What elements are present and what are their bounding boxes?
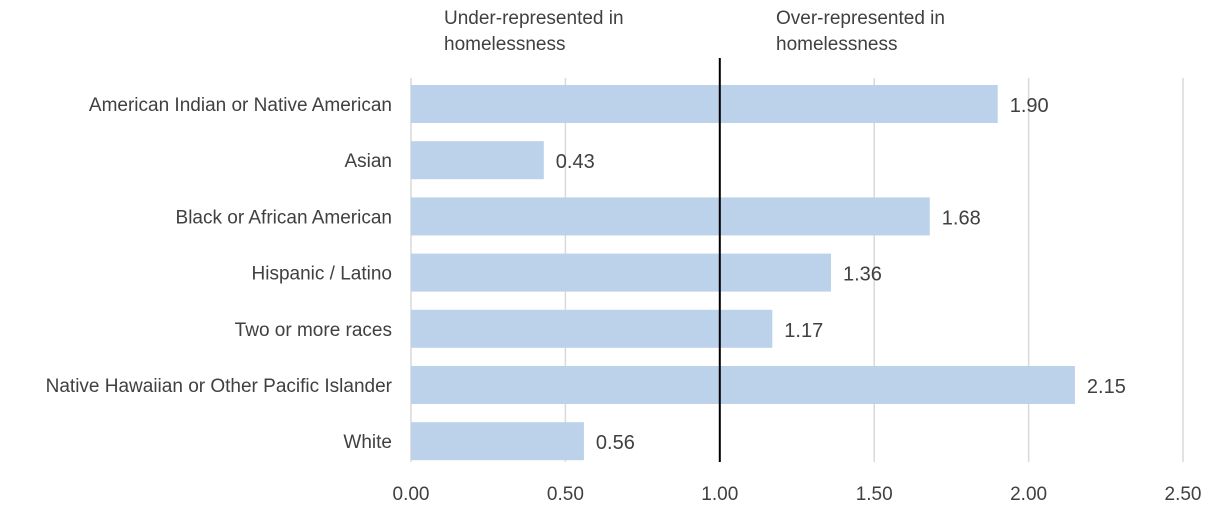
category-label: White: [343, 432, 392, 453]
bar: [411, 141, 544, 180]
category-label: Hispanic / Latino: [252, 264, 392, 285]
bar: [411, 422, 584, 461]
x-tick-label: 2.50: [1165, 484, 1202, 505]
category-label: Native Hawaiian or Other Pacific Islande…: [46, 376, 393, 397]
x-tick-label: 0.50: [547, 484, 584, 505]
x-tick-label: 1.00: [701, 484, 738, 505]
bars: [411, 85, 1075, 461]
category-label: American Indian or Native American: [89, 95, 392, 116]
bar: [411, 309, 773, 348]
x-tick-label: 2.00: [1010, 484, 1047, 505]
labels: 0.00 0.50 1.00 1.50 2.00 2.50 American Indian …: [46, 8, 1202, 505]
data-label: 0.43: [556, 151, 595, 173]
bar: [411, 197, 930, 236]
bar: [411, 253, 831, 292]
data-label: 1.36: [843, 264, 882, 286]
data-label: 2.15: [1087, 376, 1126, 398]
x-tick-label: 1.50: [856, 484, 893, 505]
data-label: 1.17: [784, 320, 823, 342]
data-label: 0.56: [596, 432, 635, 454]
annotation-over-represented: homelessness: [776, 34, 897, 55]
x-tick-label: 0.00: [393, 484, 430, 505]
bar: [411, 85, 998, 123]
data-label: 1.90: [1010, 95, 1049, 117]
annotation-under-represented: Under-represented in: [444, 8, 624, 29]
category-label: Asian: [344, 151, 392, 172]
annotation-over-represented: Over-represented in: [776, 8, 945, 29]
data-label: 1.68: [942, 207, 981, 229]
annotation-under-represented: homelessness: [444, 34, 565, 55]
bar: [411, 366, 1075, 404]
category-label: Black or African American: [176, 207, 392, 228]
category-label: Two or more races: [235, 320, 392, 341]
